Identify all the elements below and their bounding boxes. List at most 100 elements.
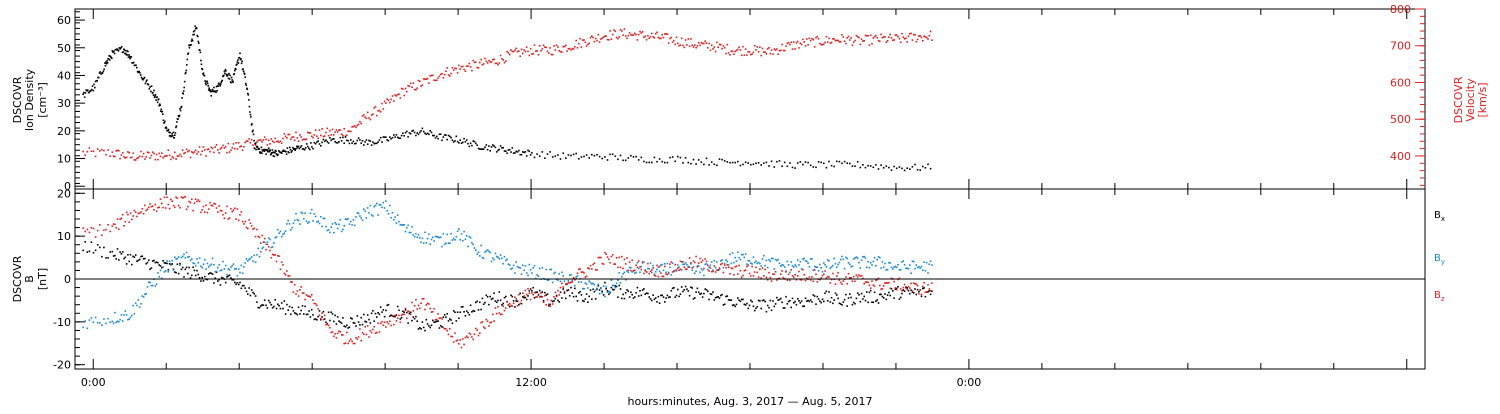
bz-point <box>911 290 914 292</box>
by-point <box>368 212 370 214</box>
density-point <box>129 57 131 60</box>
density-point <box>415 134 417 137</box>
density-point <box>480 148 482 150</box>
velocity-point <box>231 147 233 149</box>
density-point <box>104 65 107 67</box>
velocity-point <box>677 42 679 45</box>
velocity-point <box>433 79 435 81</box>
velocity-point <box>678 44 680 47</box>
by-point <box>787 264 790 266</box>
bz-point <box>811 276 813 278</box>
density-point <box>154 95 156 98</box>
bx-point <box>248 287 250 289</box>
density-point <box>442 136 445 138</box>
density-point <box>262 150 264 152</box>
bz-point <box>123 225 125 227</box>
velocity-point <box>417 79 420 82</box>
velocity-point <box>101 148 103 151</box>
density-point <box>127 56 130 58</box>
bz-point <box>391 315 394 318</box>
bx-point <box>628 296 631 298</box>
bx-point <box>703 292 705 295</box>
bx-point <box>437 320 439 322</box>
density-point <box>277 153 279 156</box>
density-point <box>201 68 204 71</box>
bx-point <box>510 294 512 297</box>
bz-point <box>243 223 245 225</box>
velocity-point <box>721 47 723 50</box>
by-point <box>576 275 579 277</box>
density-point <box>210 95 213 97</box>
density-point <box>107 58 110 60</box>
density-point <box>538 155 541 157</box>
velocity-point <box>94 155 97 158</box>
bz-point <box>600 256 602 259</box>
bz-point <box>546 298 549 301</box>
density-point <box>263 149 265 151</box>
by-point <box>588 280 590 282</box>
bx-point <box>503 296 506 299</box>
by-point <box>443 243 446 246</box>
velocity-point <box>219 148 222 150</box>
by-point <box>245 258 248 260</box>
bx-point <box>514 306 516 308</box>
bz-point <box>395 320 398 322</box>
by-point <box>109 321 111 323</box>
bx-point <box>824 292 826 294</box>
by-point <box>171 259 173 262</box>
by-point <box>843 267 846 270</box>
by-point <box>157 272 159 274</box>
by-point <box>452 237 455 240</box>
bz-point <box>773 273 776 276</box>
by-point <box>402 224 404 226</box>
bz-point <box>348 340 351 342</box>
by-point <box>889 262 891 264</box>
by-point <box>230 266 232 269</box>
by-point <box>684 262 687 264</box>
velocity-point <box>292 136 295 138</box>
velocity-point <box>703 42 705 45</box>
bx-point <box>462 306 464 308</box>
bz-point <box>210 204 213 206</box>
density-point <box>325 139 327 141</box>
bz-point <box>677 267 679 269</box>
by-point <box>342 228 344 231</box>
bz-point <box>703 267 705 270</box>
by-point <box>170 263 172 265</box>
density-point <box>167 128 170 131</box>
velocity-point <box>856 35 859 38</box>
bx-point <box>284 313 287 315</box>
velocity-point <box>574 46 576 48</box>
by-point <box>875 264 877 267</box>
density-point <box>467 142 469 145</box>
bz-point <box>789 279 791 282</box>
density-point <box>253 147 256 150</box>
by-point <box>472 243 474 246</box>
density-point <box>193 29 196 32</box>
density-point <box>389 136 391 138</box>
bz-point <box>675 269 678 271</box>
by-point <box>714 266 717 269</box>
by-point <box>858 261 860 264</box>
density-point <box>395 134 398 136</box>
bx-point <box>643 288 645 290</box>
bz-point <box>179 206 181 209</box>
bx-point <box>299 313 301 315</box>
bz-point <box>561 282 563 285</box>
bx-point <box>325 321 327 323</box>
density-point <box>468 145 471 148</box>
bx-point <box>860 292 863 295</box>
by-point <box>764 264 766 267</box>
by-point <box>149 281 151 284</box>
by-point <box>141 295 144 297</box>
velocity-point <box>201 150 203 152</box>
bx-point <box>247 293 249 295</box>
bz-point <box>558 294 560 296</box>
by-point <box>867 260 869 263</box>
velocity-point <box>622 34 624 36</box>
density-point <box>364 141 366 143</box>
bz-point <box>447 333 450 336</box>
bx-point <box>796 298 799 300</box>
by-point <box>231 264 233 267</box>
by-point <box>436 236 438 238</box>
